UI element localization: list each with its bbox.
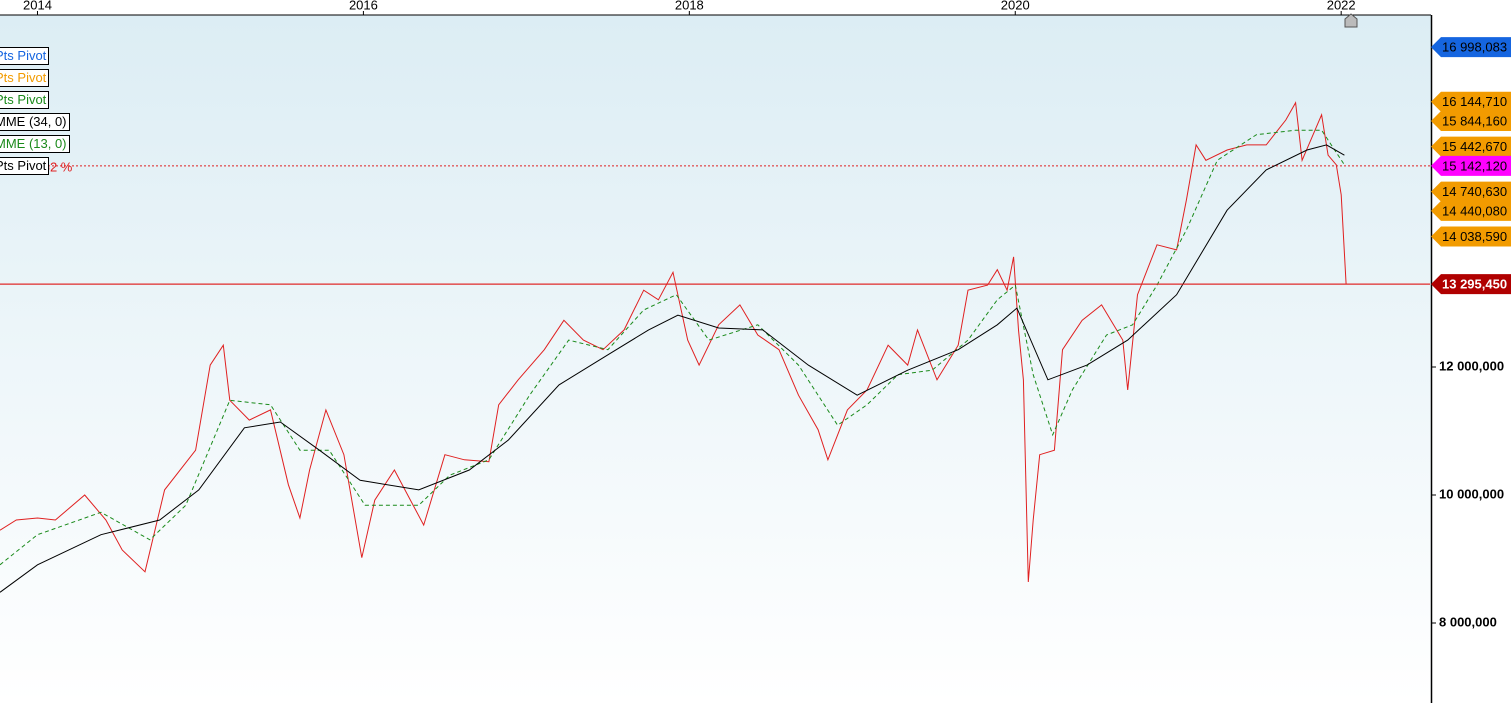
level-label: 13 295,450 [1442,277,1507,292]
level-tag [1431,274,1511,295]
level-label: 14 740,630 [1442,184,1507,199]
x-tick-label: 2014 [23,0,52,12]
series-line [0,101,1347,583]
plot-background [0,15,1431,703]
level-tag [1431,136,1511,157]
level-tag [1431,37,1511,58]
level-label: 14 440,080 [1442,203,1507,218]
legend-entry: MME (34, 0) [0,113,70,131]
level-label: 15 844,160 [1442,113,1507,128]
legend-entry: Pts Pivot [0,47,50,65]
level-label: 16 998,083 [1442,40,1507,55]
level-tag [1431,181,1511,202]
legend-entry: Pts Pivot [0,91,50,109]
legend-entry: Pts Pivot [0,69,50,87]
level-tag [1431,110,1511,131]
level-tag [1431,155,1511,176]
x-tick-label: 2016 [349,0,378,12]
series-line [0,129,1345,566]
series-line [0,144,1345,593]
level-tag [1431,226,1511,247]
x-tick-label: 2020 [1001,0,1030,12]
x-tick-label: 2022 [1327,0,1356,12]
level-label: 15 142,120 [1442,158,1507,173]
y-tick-label: 12 000,000 [1439,358,1504,373]
y-tick-label: 8 000,000 [1439,614,1497,629]
level-label: 15 442,670 [1442,139,1507,154]
time-marker [1344,13,1358,28]
level-label: 14 038,590 [1442,229,1507,244]
y-tick-label: 10 000,000 [1439,486,1504,501]
level-tag [1431,91,1511,112]
level-tag [1431,200,1511,221]
legend-entry: Pts Pivot [0,157,50,175]
x-tick-label: 2018 [675,0,704,12]
legend-entry: MME (13, 0) [0,135,70,153]
level-label: 16 144,710 [1442,94,1507,109]
